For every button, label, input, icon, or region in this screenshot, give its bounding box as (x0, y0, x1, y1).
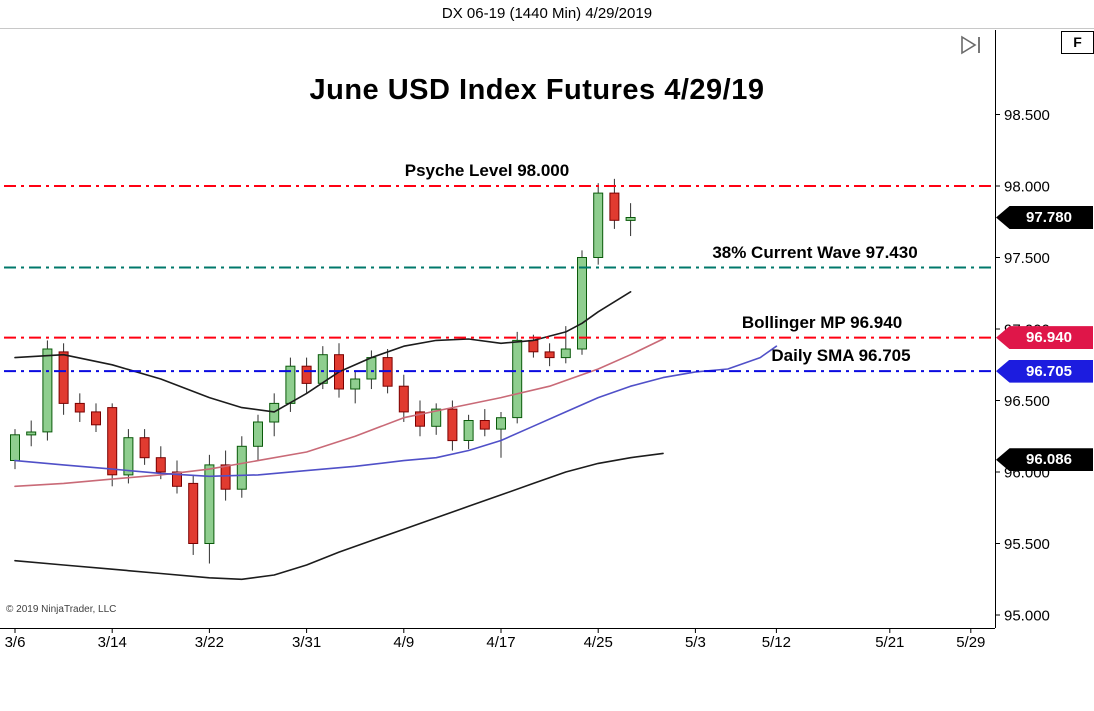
bollinger-midline (14, 338, 664, 488)
candle (496, 411, 506, 458)
candle (479, 409, 490, 437)
bollinger-lower-band (14, 452, 664, 581)
daily-sma-line (14, 345, 778, 478)
time-axis[interactable]: 3/6 3/14 3/22 3/31 4/9 4/17 4/25 5/3 5/12 5/21 5/2… (0, 628, 995, 651)
candle (204, 454, 215, 564)
y-tick-label: 96.000 (1004, 465, 1050, 482)
x-tick-label: 4/25 (584, 634, 613, 651)
x-tick-label: 4/17 (486, 634, 515, 651)
focus-button[interactable]: F (1061, 31, 1094, 54)
x-tick-label: 3/31 (292, 634, 321, 651)
candle (188, 474, 199, 555)
bollinger-upper-band (14, 291, 632, 413)
candle (512, 331, 523, 424)
price-axis[interactable]: 98.500 98.000 97.500 97.000 96.500 96.000 95.5… (995, 30, 1050, 628)
go-to-last-bar-icon[interactable] (958, 34, 988, 61)
candle (10, 429, 20, 470)
candle (609, 178, 620, 229)
x-tick-label: 5/3 (685, 634, 706, 651)
y-tick-label: 96.500 (1004, 393, 1050, 410)
candle (123, 429, 134, 484)
candle (625, 203, 636, 237)
x-tick-label: 5/29 (956, 634, 985, 651)
x-tick-label: 3/6 (5, 634, 26, 651)
candle (236, 436, 247, 498)
candle (447, 400, 458, 451)
candle (74, 393, 85, 422)
candle (26, 420, 37, 447)
y-tick-label: 98.000 (1004, 179, 1050, 196)
candle (172, 460, 182, 494)
candle (301, 357, 312, 394)
y-tick-label: 95.500 (1004, 536, 1050, 553)
x-tick-label: 4/9 (393, 634, 414, 651)
candle (139, 429, 150, 465)
candle (269, 393, 280, 437)
candle (463, 414, 474, 450)
x-tick-label: 3/14 (98, 634, 127, 651)
candle (398, 374, 409, 422)
y-tick-label: 97.000 (1004, 322, 1050, 339)
window-title: DX 06-19 (1440 Min) 4/29/2019 (0, 0, 1094, 29)
x-tick-label: 5/21 (875, 634, 904, 651)
candle (544, 343, 555, 367)
candle (350, 371, 361, 404)
candle (593, 183, 604, 265)
y-tick-label: 98.500 (1004, 107, 1050, 124)
candle (107, 403, 118, 487)
y-tick-label: 95.000 (1004, 608, 1050, 625)
candle (253, 414, 263, 461)
x-tick-label: 5/12 (762, 634, 791, 651)
candle (415, 400, 425, 437)
candle (42, 340, 53, 441)
candle (91, 403, 101, 432)
y-tick-label: 97.500 (1004, 250, 1050, 267)
chart-title: June USD Index Futures 4/29/19 (309, 74, 765, 106)
candle (431, 403, 442, 435)
x-tick-label: 3/22 (195, 634, 224, 651)
candle (577, 250, 587, 355)
